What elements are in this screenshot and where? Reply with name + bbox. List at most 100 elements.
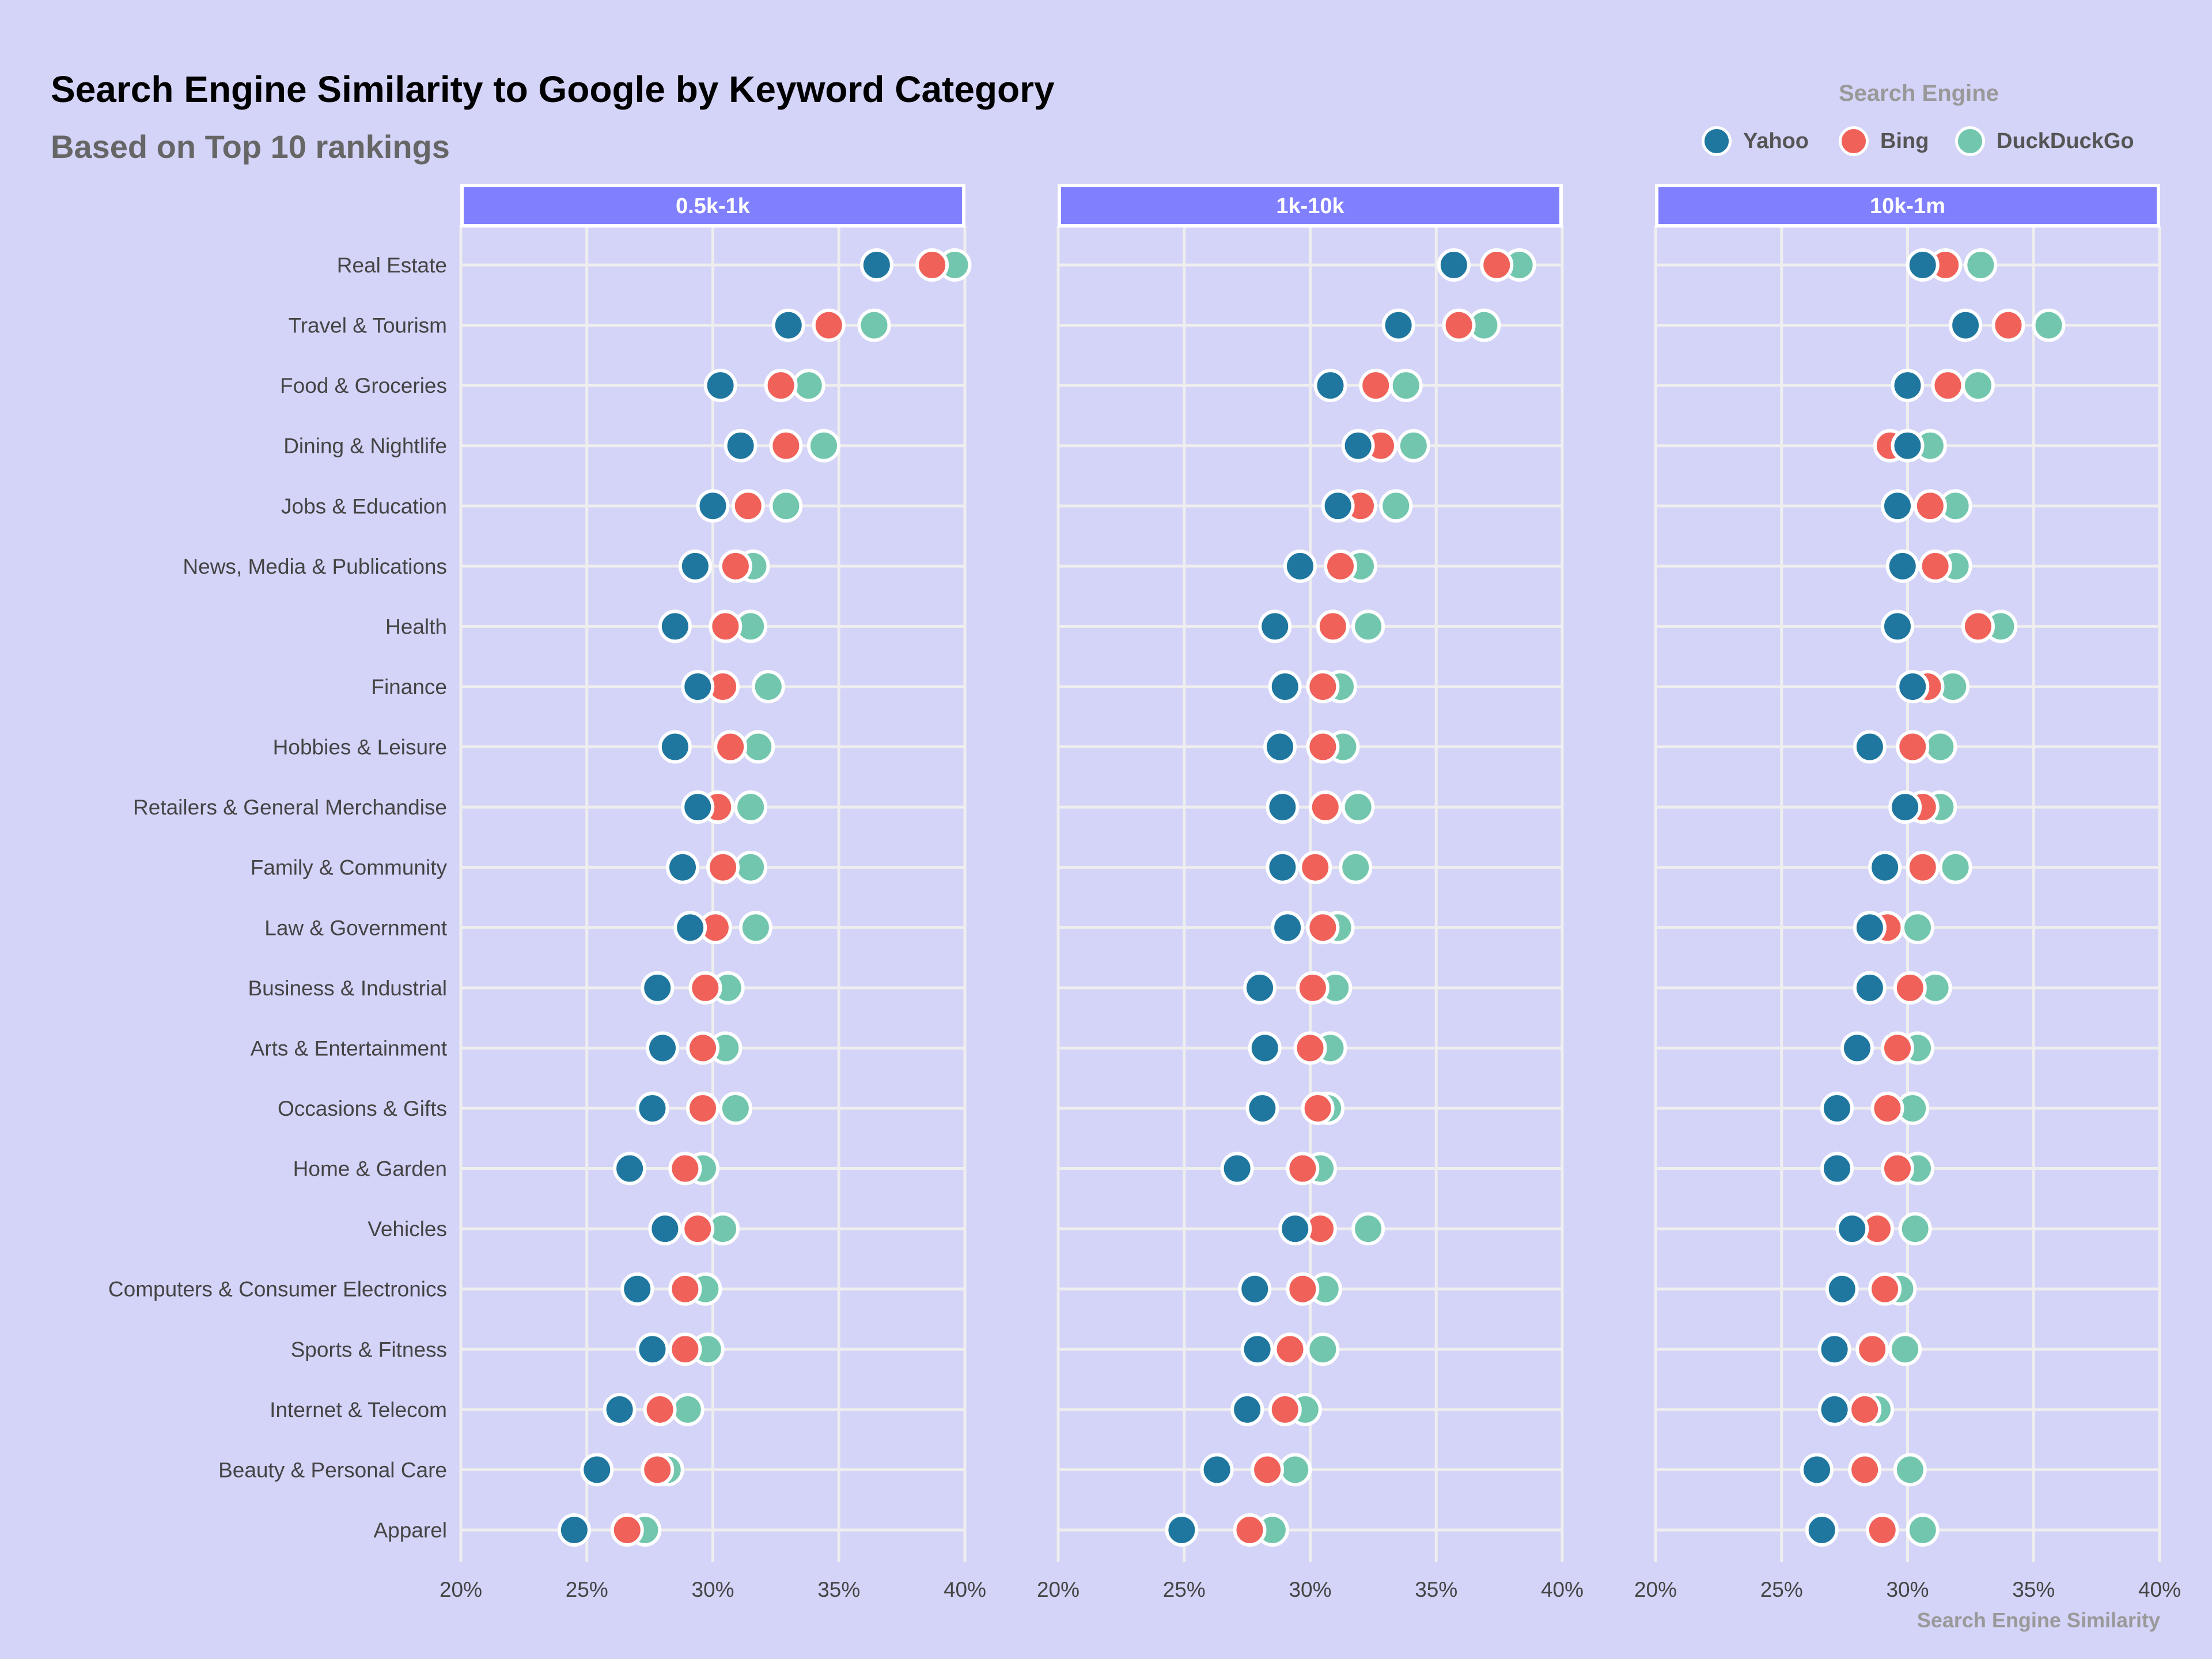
- facet-strip: [1058, 184, 1563, 228]
- point-yahoo: [1835, 1212, 1869, 1246]
- point-bing: [1865, 1513, 1899, 1547]
- legend-marker-bing: [1839, 126, 1869, 156]
- category-label: Business & Industrial: [248, 976, 447, 1000]
- x-tick-label: 25%: [1760, 1578, 1803, 1601]
- point-bing: [731, 489, 765, 523]
- point-bing: [1855, 1332, 1889, 1366]
- x-tick-label: 20%: [1037, 1578, 1080, 1601]
- category-label: Dining & Nightlife: [283, 434, 447, 458]
- category-label: Beauty & Personal Care: [218, 1458, 447, 1482]
- facet-strip-label: 0.5k-1k: [676, 194, 751, 218]
- point-yahoo: [1165, 1513, 1199, 1547]
- point-duckduckgo: [1923, 730, 1957, 764]
- point-bing: [1306, 730, 1340, 764]
- point-bing: [709, 609, 743, 643]
- point-bing: [1298, 850, 1332, 884]
- point-duckduckgo: [857, 308, 891, 342]
- point-duckduckgo: [751, 669, 785, 703]
- point-yahoo: [1258, 609, 1292, 643]
- point-yahoo: [1271, 911, 1305, 945]
- point-duckduckgo: [1379, 489, 1413, 523]
- category-label: Internet & Telecom: [270, 1398, 447, 1422]
- point-duckduckgo: [807, 429, 840, 463]
- x-tick-label: 35%: [817, 1578, 860, 1601]
- point-duckduckgo: [769, 489, 803, 523]
- point-bing: [686, 1091, 719, 1125]
- legend-item-duckduckgo: DuckDuckGo: [1955, 121, 2134, 161]
- category-label: Jobs & Education: [281, 494, 447, 518]
- legend-item-bing: Bing: [1839, 121, 1929, 161]
- category-label: Sports & Fitness: [291, 1338, 447, 1361]
- point-duckduckgo: [1898, 1212, 1932, 1246]
- point-yahoo: [1853, 911, 1887, 945]
- point-yahoo: [1820, 1091, 1854, 1125]
- chart-subtitle: Based on Top 10 rankings: [51, 128, 450, 165]
- point-bing: [1868, 1272, 1902, 1306]
- x-tick-label: 30%: [1289, 1578, 1331, 1601]
- facet-strip: [460, 184, 965, 228]
- point-bing: [1848, 1453, 1882, 1487]
- point-duckduckgo: [1961, 369, 1995, 403]
- point-bing: [1286, 1272, 1320, 1306]
- legend-label-duckduckgo: DuckDuckGo: [1997, 128, 2134, 153]
- point-yahoo: [1266, 850, 1300, 884]
- point-duckduckgo: [1306, 1332, 1340, 1366]
- point-duckduckgo: [1888, 1332, 1922, 1366]
- point-yahoo: [673, 911, 707, 945]
- point-duckduckgo: [1396, 429, 1430, 463]
- point-bing: [1306, 911, 1340, 945]
- point-yahoo: [1805, 1513, 1839, 1547]
- point-yahoo: [635, 1091, 669, 1125]
- point-bing: [1293, 1031, 1327, 1065]
- point-duckduckgo: [1351, 1212, 1385, 1246]
- category-label: Retailers & General Merchandise: [133, 796, 447, 819]
- point-duckduckgo: [1339, 850, 1373, 884]
- legend-title: Search Engine: [1839, 81, 1999, 106]
- point-duckduckgo: [734, 850, 768, 884]
- point-duckduckgo: [1938, 850, 1972, 884]
- facet-strip-label: 1k-10k: [1276, 194, 1344, 218]
- point-yahoo: [1266, 790, 1300, 824]
- point-yahoo: [1853, 971, 1887, 1005]
- point-yahoo: [724, 429, 757, 463]
- point-bing: [812, 308, 846, 342]
- category-label: Family & Community: [251, 856, 448, 880]
- point-duckduckgo: [1351, 609, 1385, 643]
- point-yahoo: [648, 1212, 682, 1246]
- point-bing: [1870, 1091, 1904, 1125]
- point-yahoo: [681, 669, 715, 703]
- point-bing: [1881, 1152, 1914, 1185]
- point-bing: [1896, 730, 1930, 764]
- point-duckduckgo: [734, 790, 768, 824]
- point-yahoo: [646, 1031, 679, 1065]
- category-label: News, Media & Publications: [183, 555, 447, 578]
- point-yahoo: [1437, 248, 1471, 282]
- category-label: Law & Government: [264, 916, 447, 940]
- facet-panel-1k-10k: 20% 25% 30% 35% 40% 1k-10k: [1037, 184, 1584, 1601]
- point-duckduckgo: [1893, 1453, 1927, 1487]
- point-yahoo: [1817, 1392, 1851, 1426]
- x-tick-label: 40%: [2138, 1578, 2181, 1601]
- category-label: Real Estate: [337, 253, 447, 277]
- x-axis-label: Search Engine Similarity: [1916, 1608, 2160, 1632]
- point-duckduckgo: [738, 911, 772, 945]
- point-yahoo: [557, 1513, 591, 1547]
- point-yahoo: [1263, 730, 1297, 764]
- point-yahoo: [681, 790, 715, 824]
- chart-title: Search Engine Similarity to Google by Ke…: [51, 69, 1055, 110]
- x-tick-label: 25%: [1163, 1578, 1206, 1601]
- point-duckduckgo: [1278, 1453, 1312, 1487]
- point-yahoo: [1906, 248, 1940, 282]
- point-yahoo: [1891, 429, 1925, 463]
- point-yahoo: [1949, 308, 1983, 342]
- point-bing: [643, 1392, 677, 1426]
- point-bing: [1306, 669, 1340, 703]
- point-yahoo: [1278, 1212, 1312, 1246]
- point-yahoo: [1321, 489, 1355, 523]
- category-label: Computers & Consumer Electronics: [108, 1278, 447, 1301]
- point-yahoo: [1800, 1453, 1834, 1487]
- point-yahoo: [1820, 1152, 1854, 1185]
- point-duckduckgo: [1901, 911, 1934, 945]
